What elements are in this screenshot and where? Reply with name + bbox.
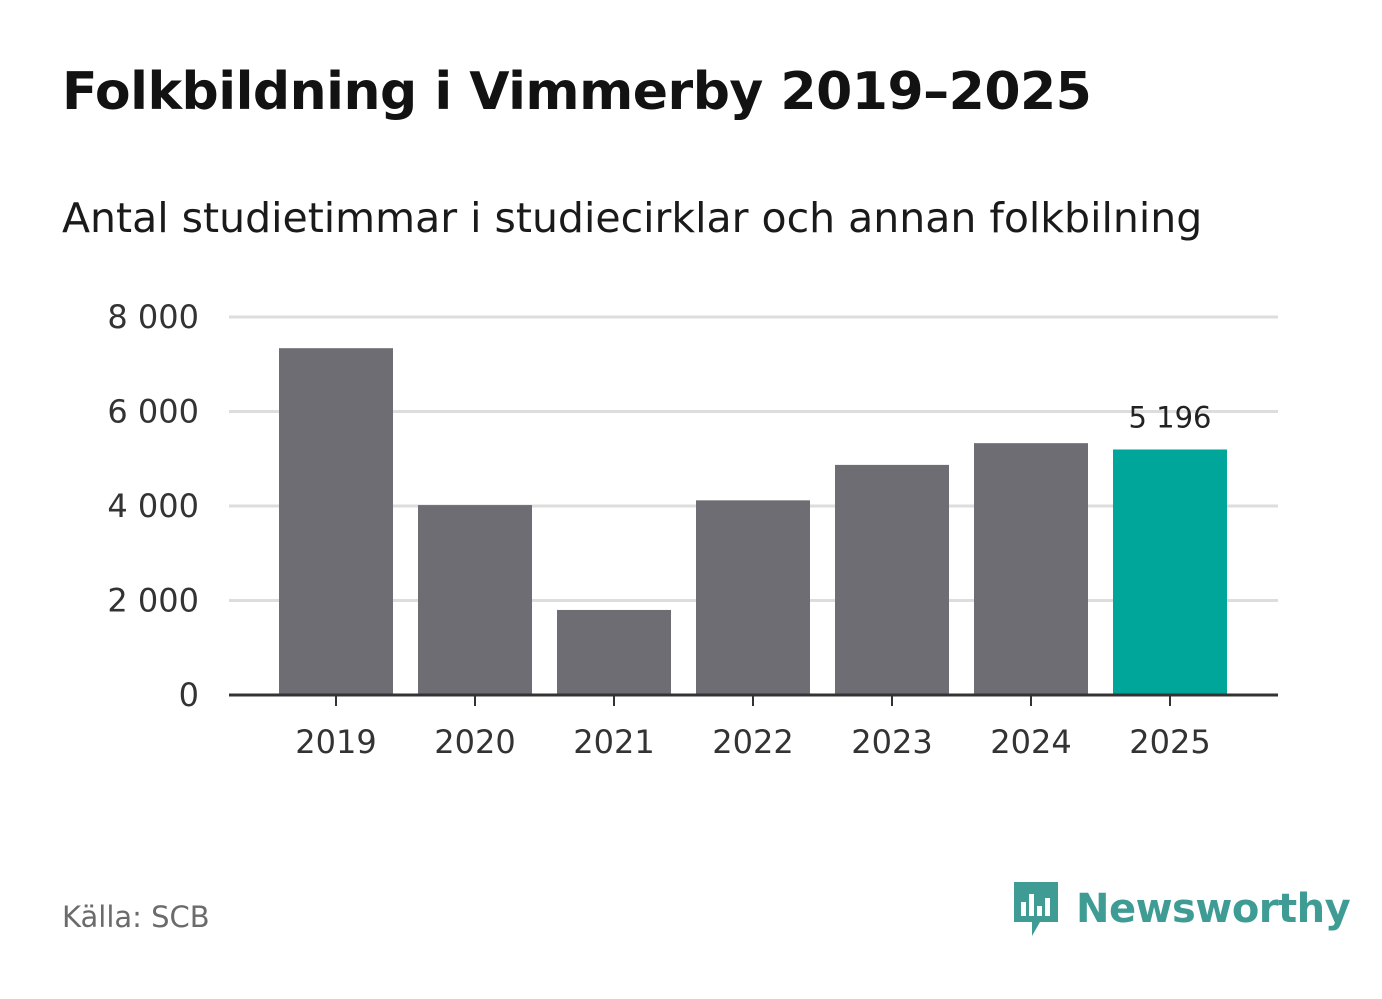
x-tick-label: 2019 (295, 723, 376, 761)
brand-name: Newsworthy (1076, 886, 1351, 932)
bar-2021 (557, 609, 671, 695)
y-tick-label: 0 (179, 676, 199, 714)
bar-2022 (696, 500, 810, 695)
y-tick-label: 4 000 (107, 487, 199, 525)
source-note: Källa: SCB (62, 900, 210, 934)
bar-2024 (974, 443, 1088, 695)
bar-2020 (418, 505, 532, 695)
newsworthy-logo-icon (1014, 882, 1058, 936)
x-tick-label: 2022 (712, 723, 793, 761)
bar-2019 (279, 348, 393, 695)
bar-2023 (835, 464, 949, 695)
x-tick-label: 2023 (851, 723, 932, 761)
x-tick-label: 2020 (434, 723, 515, 761)
y-tick-label: 8 000 (107, 298, 199, 336)
bar-2025 (1113, 449, 1227, 695)
data-label: 5 196 (1128, 400, 1211, 434)
y-tick-label: 6 000 (107, 393, 199, 431)
y-tick-label: 2 000 (107, 582, 199, 620)
x-tick-label: 2024 (990, 723, 1071, 761)
newsworthy-brand: Newsworthy (1010, 878, 1351, 940)
chart-subtitle: Antal studietimmar i studiecirklar och a… (62, 194, 1203, 242)
x-tick-label: 2021 (573, 723, 654, 761)
chart-title: Folkbildning i Vimmerby 2019–2025 (62, 62, 1092, 122)
x-tick-label: 2025 (1129, 723, 1210, 761)
